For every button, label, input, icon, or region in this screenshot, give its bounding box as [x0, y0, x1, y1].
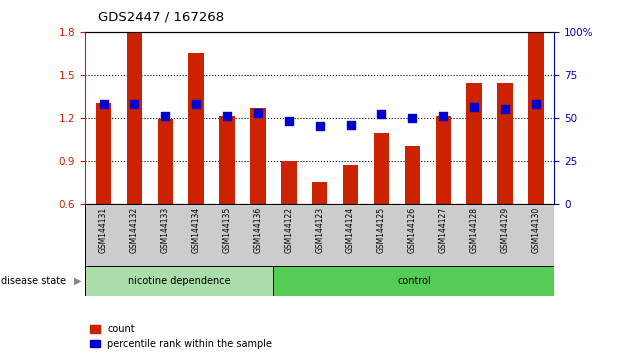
Bar [250, 108, 266, 204]
Bar [466, 84, 482, 204]
Text: GDS2447 / 167268: GDS2447 / 167268 [98, 11, 224, 24]
Point [469, 104, 479, 110]
Text: GSM144134: GSM144134 [192, 207, 201, 253]
Point [314, 124, 325, 129]
Point [191, 101, 201, 107]
Text: nicotine dependence: nicotine dependence [128, 275, 231, 286]
Text: GSM144135: GSM144135 [222, 207, 232, 253]
Point [531, 101, 541, 107]
Text: GSM144122: GSM144122 [284, 207, 294, 253]
Text: GSM144132: GSM144132 [130, 207, 139, 253]
Text: disease state: disease state [1, 275, 66, 286]
Bar [343, 165, 358, 204]
Text: control: control [397, 275, 431, 286]
Text: GSM144133: GSM144133 [161, 207, 170, 253]
Bar [497, 84, 513, 204]
Point [346, 122, 356, 127]
Text: GSM144129: GSM144129 [500, 207, 510, 253]
Bar [188, 53, 204, 204]
Point [377, 112, 387, 117]
Bar [404, 146, 420, 204]
Text: GSM144130: GSM144130 [531, 207, 541, 253]
Point [222, 113, 232, 119]
Legend: count, percentile rank within the sample: count, percentile rank within the sample [90, 324, 272, 349]
Bar [312, 182, 328, 204]
Text: GSM144125: GSM144125 [377, 207, 386, 253]
Bar [96, 103, 112, 204]
Bar [219, 116, 235, 204]
Text: GSM144126: GSM144126 [408, 207, 417, 253]
Bar [435, 116, 451, 204]
Bar [273, 266, 554, 296]
Text: GSM144136: GSM144136 [253, 207, 263, 253]
Text: ▶: ▶ [74, 275, 82, 286]
Text: GSM144124: GSM144124 [346, 207, 355, 253]
Bar [528, 33, 544, 204]
Point [129, 101, 139, 107]
Point [408, 115, 418, 120]
Point [284, 118, 294, 124]
Point [438, 113, 449, 119]
Bar [85, 266, 273, 296]
Point [500, 106, 510, 112]
Point [253, 110, 263, 115]
Bar [127, 32, 142, 204]
Text: GSM144128: GSM144128 [469, 207, 479, 253]
Bar [158, 119, 173, 204]
Text: GSM144127: GSM144127 [438, 207, 448, 253]
Bar [374, 133, 389, 204]
Text: GSM144131: GSM144131 [99, 207, 108, 253]
Text: GSM144123: GSM144123 [315, 207, 324, 253]
Bar [281, 161, 297, 204]
Bar [85, 204, 554, 266]
Point [160, 113, 170, 119]
Point [98, 101, 108, 107]
